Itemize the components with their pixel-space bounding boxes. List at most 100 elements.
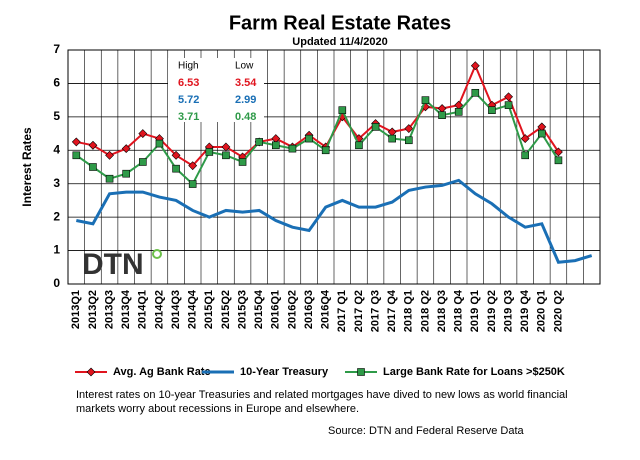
x-tick-label: 2019 Q3 bbox=[502, 290, 514, 332]
point bbox=[288, 144, 297, 153]
point bbox=[105, 174, 114, 183]
x-tick-label: 2017 Q4 bbox=[386, 289, 398, 332]
point bbox=[89, 163, 97, 171]
y-tick-label: 0 bbox=[53, 276, 60, 290]
point bbox=[520, 134, 530, 144]
point bbox=[188, 161, 198, 171]
y-axis-label: Interest Rates bbox=[20, 127, 34, 207]
point bbox=[554, 147, 563, 157]
series-line bbox=[76, 178, 593, 264]
y-tick-label: 1 bbox=[53, 243, 60, 257]
point bbox=[172, 164, 180, 173]
point bbox=[139, 158, 147, 166]
point bbox=[338, 106, 347, 114]
x-tick-label: 2019 Q2 bbox=[486, 290, 498, 332]
stats-value: 0.48 bbox=[235, 111, 256, 123]
x-tick-label: 2017 Q3 bbox=[369, 290, 381, 332]
point bbox=[471, 88, 480, 97]
y-tick-label: 7 bbox=[53, 42, 60, 56]
legend-marker bbox=[86, 367, 96, 377]
stats-box bbox=[168, 58, 264, 122]
chart-subtitle: Updated 11/4/2020 bbox=[292, 36, 387, 48]
x-tick-label: 2016Q1 bbox=[270, 290, 282, 329]
point bbox=[138, 129, 148, 138]
point bbox=[321, 146, 330, 155]
x-tick-label: 2014Q2 bbox=[153, 290, 165, 329]
x-tick-label: 2018 Q2 bbox=[419, 290, 431, 332]
legend-label: Avg. Ag Bank Rate bbox=[113, 366, 211, 378]
stats-value: 5.72 bbox=[178, 94, 199, 106]
point bbox=[521, 151, 529, 160]
x-tick-label: 2020 Q2 bbox=[552, 290, 564, 332]
x-tick-label: 2018 Q4 bbox=[453, 289, 465, 332]
y-tick-label: 6 bbox=[53, 76, 60, 90]
point bbox=[88, 140, 98, 150]
y-tick-label: 3 bbox=[53, 176, 60, 190]
point bbox=[554, 156, 563, 165]
point bbox=[404, 124, 414, 133]
x-tick-label: 2015Q1 bbox=[203, 290, 215, 329]
stats-header: High bbox=[178, 61, 199, 72]
y-tick-label: 5 bbox=[53, 109, 60, 123]
y-tick-label: 4 bbox=[53, 142, 60, 156]
point bbox=[355, 141, 363, 150]
source: Source: DTN and Federal Reserve Data bbox=[328, 425, 524, 437]
stats-value: 3.54 bbox=[235, 77, 257, 89]
x-tick-label: 2017 Q2 bbox=[353, 290, 365, 332]
x-tick-label: 2020 Q1 bbox=[536, 290, 548, 332]
point bbox=[470, 61, 480, 71]
point bbox=[188, 180, 197, 188]
point bbox=[238, 158, 247, 166]
point bbox=[305, 134, 313, 143]
point bbox=[538, 129, 546, 138]
x-tick-label: 2016Q4 bbox=[320, 289, 332, 329]
x-tick-label: 2013Q1 bbox=[70, 290, 82, 329]
chart-title: Farm Real Estate Rates bbox=[229, 12, 451, 34]
point bbox=[454, 108, 463, 116]
point bbox=[504, 92, 513, 102]
point bbox=[205, 148, 214, 156]
x-tick-label: 2014Q4 bbox=[187, 289, 199, 329]
x-tick-label: 2013Q4 bbox=[120, 289, 132, 329]
legend-label: 10-Year Treasury bbox=[240, 366, 329, 378]
x-tick-label: 2015Q4 bbox=[253, 289, 265, 329]
legend-marker bbox=[357, 368, 365, 376]
stats-value: 3.71 bbox=[178, 111, 199, 123]
point bbox=[488, 106, 496, 114]
logo-dot bbox=[152, 249, 162, 259]
point bbox=[388, 134, 396, 143]
x-tick-label: 2014Q3 bbox=[170, 290, 182, 329]
point bbox=[121, 144, 131, 154]
caption: Interest rates on 10-year Treasuries and… bbox=[76, 389, 568, 415]
x-tick-label: 2017 Q1 bbox=[336, 290, 348, 332]
point bbox=[421, 96, 430, 104]
x-tick-label: 2014Q1 bbox=[137, 290, 149, 329]
point bbox=[504, 101, 513, 109]
point bbox=[122, 169, 130, 178]
stats-value: 2.99 bbox=[235, 94, 256, 106]
point bbox=[222, 151, 230, 160]
point bbox=[438, 111, 446, 119]
point bbox=[221, 142, 231, 152]
x-tick-label: 2016Q2 bbox=[286, 290, 298, 329]
x-tick-label: 2015Q2 bbox=[220, 290, 232, 329]
stats-value: 6.53 bbox=[178, 77, 199, 89]
point bbox=[71, 137, 81, 147]
x-tick-label: 2013Q3 bbox=[103, 290, 115, 329]
x-tick-label: 2019 Q1 bbox=[469, 290, 481, 332]
x-tick-label: 2015Q3 bbox=[236, 290, 248, 329]
x-tick-label: 2019 Q4 bbox=[519, 289, 531, 332]
point bbox=[272, 141, 280, 150]
point bbox=[171, 150, 181, 160]
point bbox=[105, 150, 114, 160]
legend-label: Large Bank Rate for Loans >$250K bbox=[383, 366, 565, 378]
stats-header: Low bbox=[235, 61, 254, 72]
point bbox=[405, 136, 413, 145]
x-tick-label: 2016Q3 bbox=[303, 290, 315, 329]
x-tick-label: 2013Q2 bbox=[87, 290, 99, 329]
y-tick-label: 2 bbox=[53, 209, 60, 223]
x-tick-label: 2018 Q3 bbox=[436, 290, 448, 332]
point bbox=[72, 151, 81, 160]
